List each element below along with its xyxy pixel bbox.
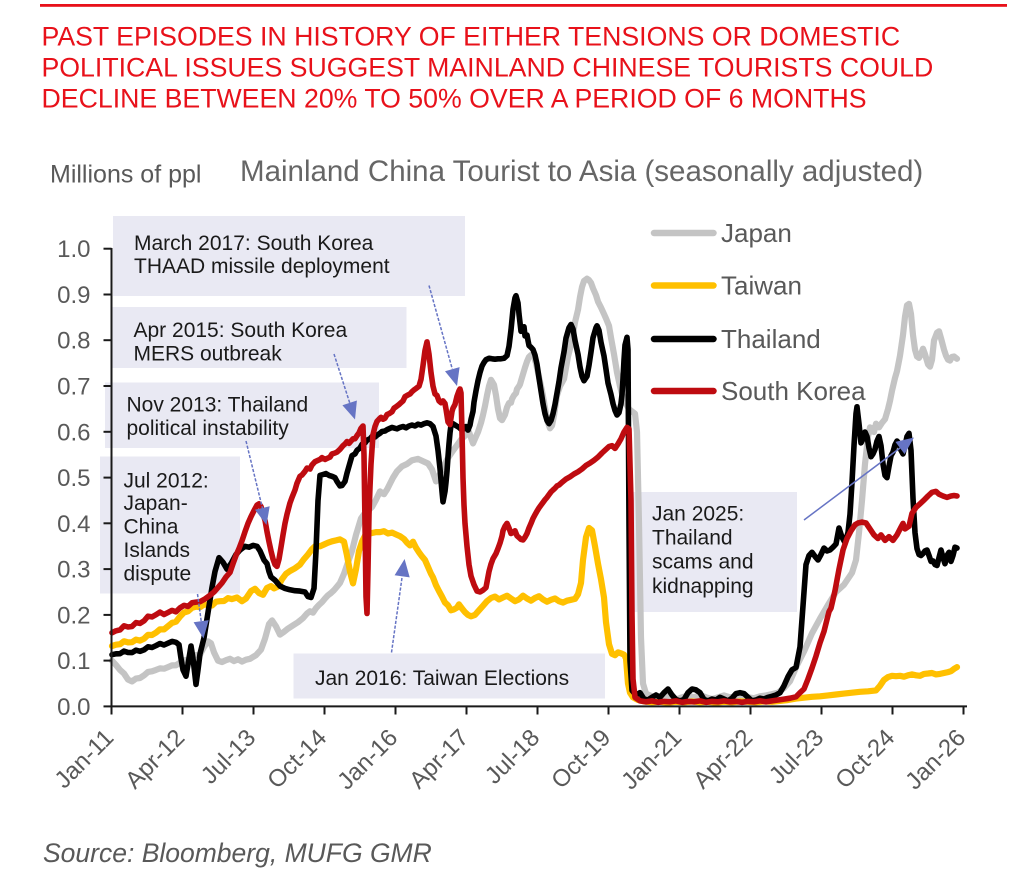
svg-text:Islands: Islands: [124, 539, 191, 562]
svg-text:Jan 2016: Taiwan Elections: Jan 2016: Taiwan Elections: [315, 667, 569, 690]
svg-text:DECLINE BETWEEN 20% TO 50% OVE: DECLINE BETWEEN 20% TO 50% OVER A PERIOD…: [42, 84, 867, 114]
svg-text:Thailand: Thailand: [721, 324, 821, 354]
svg-text:0.8: 0.8: [57, 328, 90, 355]
svg-text:kidnapping: kidnapping: [652, 575, 754, 598]
svg-text:0.6: 0.6: [57, 419, 90, 446]
svg-text:Thailand: Thailand: [652, 527, 733, 550]
svg-text:Jul 2012:: Jul 2012:: [124, 470, 209, 493]
svg-text:Source: Bloomberg, MUFG GMR: Source: Bloomberg, MUFG GMR: [43, 838, 432, 868]
svg-text:China: China: [124, 516, 179, 539]
svg-text:0.4: 0.4: [57, 511, 90, 538]
svg-text:scams and: scams and: [652, 551, 754, 574]
svg-text:PAST EPISODES IN HISTORY OF EI: PAST EPISODES IN HISTORY OF EITHER TENSI…: [42, 22, 901, 52]
svg-text:South Korea: South Korea: [721, 376, 866, 406]
svg-text:political instability: political instability: [127, 417, 290, 440]
svg-text:0.9: 0.9: [57, 282, 90, 309]
svg-text:0.3: 0.3: [57, 557, 90, 584]
svg-text:Millions of ppl: Millions of ppl: [50, 161, 201, 189]
svg-text:0.1: 0.1: [57, 648, 90, 675]
svg-text:0.5: 0.5: [57, 465, 90, 492]
svg-text:0.0: 0.0: [57, 694, 90, 721]
svg-text:0.7: 0.7: [57, 374, 90, 401]
svg-text:Taiwan: Taiwan: [721, 271, 802, 301]
svg-text:0.2: 0.2: [57, 602, 90, 629]
svg-text:POLITICAL ISSUES SUGGEST MAINL: POLITICAL ISSUES SUGGEST MAINLAND CHINES…: [42, 53, 934, 83]
svg-text:Jan 2025:: Jan 2025:: [652, 503, 744, 526]
svg-text:Mainland China Tourist to Asia: Mainland China Tourist to Asia (seasonal…: [240, 155, 923, 188]
svg-text:dispute: dispute: [124, 563, 192, 586]
svg-text:Apr 2015: South Korea: Apr 2015: South Korea: [134, 319, 348, 342]
svg-text:1.0: 1.0: [57, 236, 90, 263]
svg-text:Japan: Japan: [721, 218, 792, 248]
svg-text:Japan-: Japan-: [124, 492, 188, 515]
svg-text:Nov 2013: Thailand: Nov 2013: Thailand: [127, 394, 309, 417]
svg-text:March 2017: South Korea: March 2017: South Korea: [134, 232, 374, 255]
svg-text:THAAD missile deployment: THAAD missile deployment: [134, 255, 390, 278]
svg-text:MERS outbreak: MERS outbreak: [134, 343, 283, 366]
